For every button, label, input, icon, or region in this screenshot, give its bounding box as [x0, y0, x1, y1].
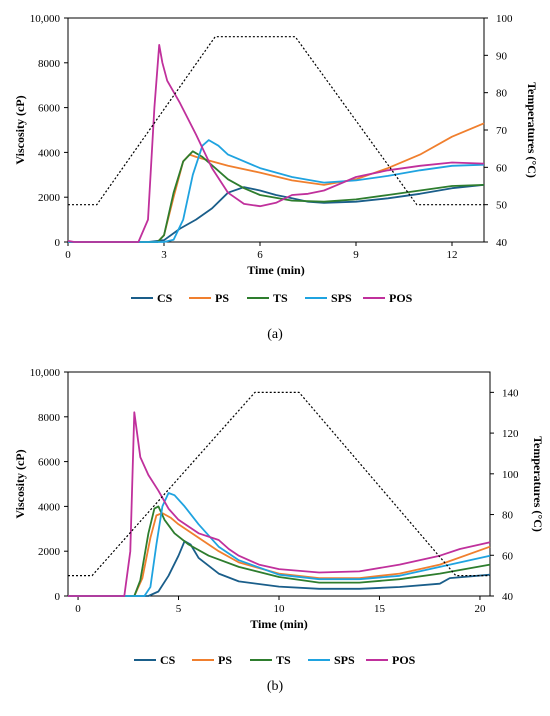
y2-tick-label: 140 [502, 387, 519, 399]
x-tick-label: 0 [75, 603, 81, 615]
y-tick-label: 2000 [38, 192, 61, 204]
series-line-cs [68, 540, 491, 597]
legend: CS PS TS SPS POS [131, 291, 413, 305]
series-line-ts [68, 150, 485, 243]
legend-label-pos: POS [392, 653, 416, 667]
y2-tick-label: 60 [496, 162, 508, 174]
x-axis-title: Time (min) [250, 617, 307, 631]
y2-tick-label: 40 [502, 591, 514, 603]
series-line-pos [67, 44, 485, 243]
y-tick-label: 8000 [38, 58, 61, 70]
legend-label-cs: CS [157, 291, 173, 305]
y-tick-label: 10,000 [30, 13, 61, 25]
y2-tick-label: 80 [502, 510, 514, 522]
plot-frame [67, 371, 491, 597]
y-tick-label: 0 [55, 591, 61, 603]
y2-axis-title: Temperatures (°C) [525, 82, 539, 178]
x-tick-label: 12 [447, 249, 458, 261]
y2-tick-label: 40 [496, 237, 508, 249]
panel-label: (a) [267, 327, 283, 342]
series-line-cs [68, 184, 485, 243]
x-tick-label: 10 [274, 603, 286, 615]
x-tick-label: 15 [374, 603, 386, 615]
y2-tick-label: 70 [496, 125, 508, 137]
x-tick-label: 6 [257, 249, 263, 261]
y-tick-label: 4000 [38, 147, 61, 159]
y-tick-label: 6000 [38, 103, 61, 115]
series-line-pos [68, 411, 491, 597]
x-tick-label: 5 [176, 603, 182, 615]
chart-panel-a: 0 3 6 9 12 0 2000 4000 6000 8000 10,000 40 50 60 70 80 9… [13, 13, 539, 342]
y2-tick-label: 50 [496, 200, 508, 212]
x-tick-label: 20 [474, 603, 486, 615]
y-tick-label: 0 [55, 237, 61, 249]
series-line-sps [68, 139, 485, 243]
temperature-profile-line [68, 36, 484, 206]
legend-label-cs: CS [160, 653, 176, 667]
y-axis-title: Viscosity (cP) [13, 95, 27, 164]
y2-tick-label: 120 [502, 428, 519, 440]
y2-tick-label: 80 [496, 88, 508, 100]
y2-axis-title: Temperatures (°C) [531, 436, 545, 532]
y2-tick-label: 100 [496, 13, 513, 25]
y2-tick-label: 60 [502, 550, 514, 562]
legend: CS PS TS SPS POS [134, 653, 416, 667]
y-tick-label: 8000 [38, 412, 61, 424]
series-line-ts [68, 505, 491, 597]
legend-label-pos: POS [389, 291, 413, 305]
legend-label-sps: SPS [334, 653, 355, 667]
plot-frame [67, 17, 485, 243]
y-tick-label: 10,000 [30, 367, 61, 379]
y-tick-label: 6000 [38, 457, 61, 469]
y-axis-title: Viscosity (cP) [13, 449, 27, 518]
y2-tick-label: 100 [502, 469, 519, 481]
series-line-ps [68, 122, 485, 243]
series-line-ps [68, 512, 491, 597]
legend-label-ps: PS [218, 653, 232, 667]
y2-tick-label: 90 [496, 50, 508, 62]
x-tick-label: 3 [161, 249, 167, 261]
temperature-profile-line [68, 391, 490, 577]
series-line-sps [68, 492, 491, 597]
legend-label-ts: TS [273, 291, 288, 305]
legend-label-ps: PS [215, 291, 229, 305]
x-axis-title: Time (min) [247, 263, 304, 277]
x-tick-label: 9 [353, 249, 359, 261]
panel-label: (b) [267, 679, 284, 694]
legend-label-ts: TS [276, 653, 291, 667]
x-tick-label: 0 [65, 249, 71, 261]
y-tick-label: 2000 [38, 546, 61, 558]
y-tick-label: 4000 [38, 501, 61, 513]
legend-label-sps: SPS [331, 291, 352, 305]
chart-panel-b: 0 5 10 15 20 0 2000 4000 6000 8000 10,000 40 60 80 100… [13, 367, 545, 694]
